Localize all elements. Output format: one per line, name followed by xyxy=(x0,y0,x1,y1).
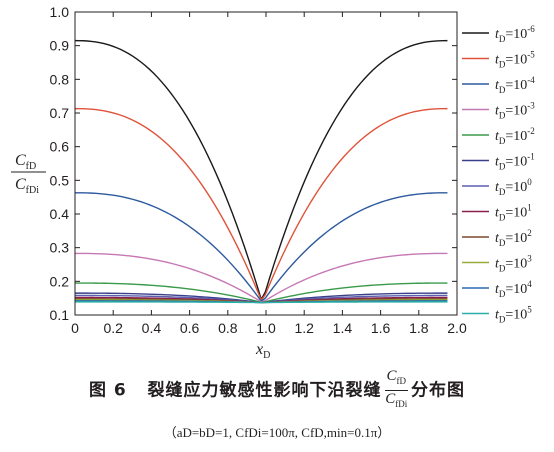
legend-entry: tD=10-6 xyxy=(495,24,535,44)
x-tick-label: 0.8 xyxy=(218,320,238,336)
legend-entry: tD=10-1 xyxy=(495,152,535,172)
y-tick-label: 0.5 xyxy=(50,172,70,188)
figure-title-suffix: 分布图 xyxy=(411,380,466,401)
legend-entry: tD=10-3 xyxy=(495,101,535,121)
series-lines xyxy=(74,39,448,304)
x-tick-label: 1.6 xyxy=(371,320,391,336)
legend-entry: tD=10-2 xyxy=(495,126,535,146)
legend-entry: tD=104 xyxy=(495,279,532,299)
figure-title: 裂缝应力敏感性影响下沿裂缝 xyxy=(147,380,382,401)
legend-entry: tD=10-5 xyxy=(495,50,535,70)
x-tick-label: 0.6 xyxy=(180,320,200,336)
y-label-num-var: C xyxy=(15,152,26,169)
legend-entry: tD=101 xyxy=(495,203,532,223)
y-tick-label: 1.0 xyxy=(50,4,70,20)
y-tick-label: 0.1 xyxy=(50,307,70,323)
legend: tD=10-6 tD=10-5 tD=10-4 tD=10-3 tD=10-2 tD=10… xyxy=(462,24,535,325)
svg-text:CfD: CfD xyxy=(15,152,36,172)
y-label-den-var: C xyxy=(15,176,26,193)
x-tick-label: 1.0 xyxy=(256,320,276,336)
y-tick-label: 0.4 xyxy=(50,206,70,222)
figure-label: 图 6 xyxy=(88,380,127,401)
line-chart: 0 0.2 0.4 0.6 0.8 1.0 1.2 1.4 1.6 1.8 2.0 0.1 0.2 0.3… xyxy=(11,4,535,361)
legend-entry: tD=105 xyxy=(495,305,532,325)
legend-entry: tD=100 xyxy=(495,177,532,197)
legend-entry: tD=102 xyxy=(495,228,532,248)
y-tick-label: 0.3 xyxy=(50,240,70,256)
x-tick-label: 0 xyxy=(71,320,79,336)
plot-frame xyxy=(74,11,458,316)
x-axis-label: xD xyxy=(255,341,270,361)
legend-entry: tD=103 xyxy=(495,254,532,274)
y-axis-label: CfD CfDi xyxy=(11,152,46,196)
x-label-var: x xyxy=(255,341,263,358)
tick-labels: 0 0.2 0.4 0.6 0.8 1.0 1.2 1.4 1.6 1.8 2.0 0.1 0.2 0.3… xyxy=(50,4,467,336)
x-tick-label: 0.2 xyxy=(103,320,123,336)
series-line--5 xyxy=(74,107,448,302)
series-line--4 xyxy=(74,192,448,303)
y-tick-label: 0.6 xyxy=(50,139,70,155)
series-line--6 xyxy=(74,39,448,302)
y-tick-label: 0.7 xyxy=(50,105,70,121)
axis-ticks xyxy=(74,11,458,316)
svg-text:CfDi: CfDi xyxy=(15,176,39,196)
figure-caption: 图 6 裂缝应力敏感性影响下沿裂缝 CfD CfDi 分布图 xyxy=(0,368,554,413)
y-label-den-sub: fDi xyxy=(26,185,40,196)
caption-fraction: CfD CfDi xyxy=(384,368,409,409)
x-tick-label: 1.4 xyxy=(333,320,353,336)
x-tick-label: 1.2 xyxy=(294,320,314,336)
series-line--3 xyxy=(74,252,448,303)
legend-entry: tD=10-4 xyxy=(495,75,535,95)
x-tick-label: 2.0 xyxy=(447,320,467,336)
x-tick-label: 1.8 xyxy=(409,320,429,336)
y-label-num-sub: fD xyxy=(26,161,37,172)
y-tick-label: 0.9 xyxy=(50,38,70,54)
figure-params: （aD=bD=1, CfDi=100π, CfD,min=0.1π） xyxy=(163,425,391,440)
x-label-sub: D xyxy=(263,350,270,361)
series-line-5 xyxy=(75,301,448,304)
y-tick-label: 0.2 xyxy=(50,273,70,289)
y-tick-label: 0.8 xyxy=(50,71,70,87)
x-tick-label: 0.4 xyxy=(142,320,162,336)
